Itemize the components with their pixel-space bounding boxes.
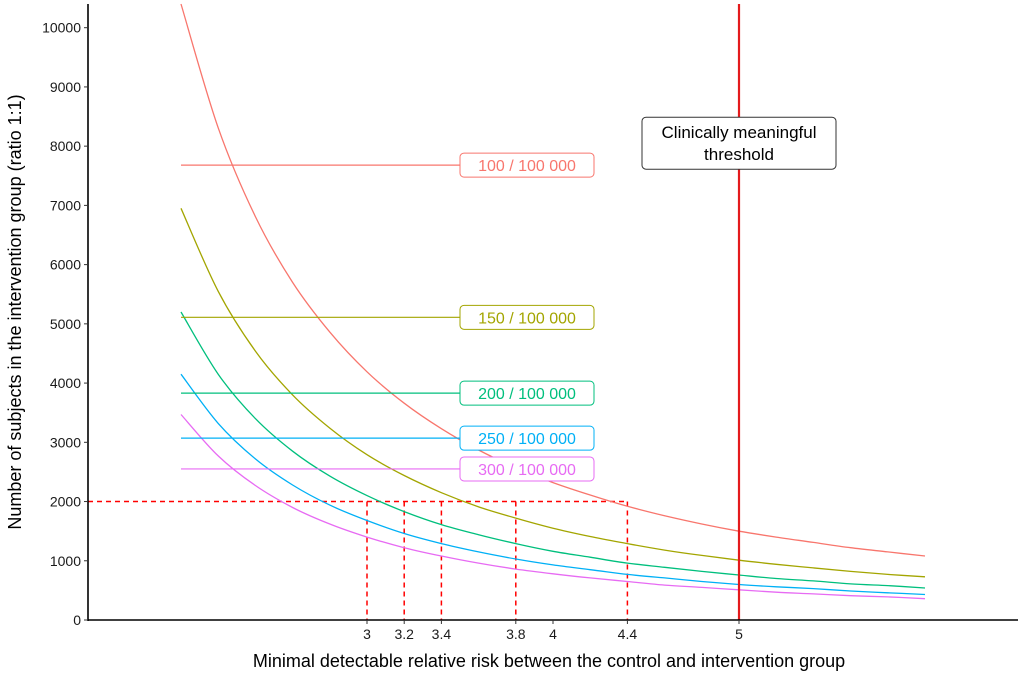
- series-label-box: [459, 152, 595, 178]
- x-tick-label: 5: [735, 626, 743, 642]
- x-tick-label: 4.4: [618, 626, 638, 642]
- x-tick-label: 3: [363, 626, 371, 642]
- series-label: 100 / 100 000: [478, 158, 576, 175]
- series-curve: [180, 311, 926, 589]
- reference-lines: [88, 500, 629, 620]
- y-axis-title: Number of subjects in the intervention g…: [5, 94, 25, 529]
- x-tick-label: 3.2: [394, 626, 414, 642]
- axes: 0 1000 2000 3000 4000 5000 6000 7000 8000 9000 100…: [42, 4, 1018, 642]
- y-tick-label: 6000: [50, 257, 81, 273]
- series-curves: [180, 3, 926, 600]
- y-tick-label: 9000: [50, 79, 81, 95]
- series-label: 250 / 100 000: [478, 431, 576, 448]
- y-tick-label: 8000: [50, 138, 81, 154]
- x-tick-label: 4: [549, 626, 557, 642]
- series-label: 200 / 100 000: [478, 386, 576, 403]
- threshold-label-line-1: Clinically meaningful: [662, 123, 817, 142]
- series-label: 300 / 100 000: [478, 462, 576, 479]
- y-tick-label: 7000: [50, 197, 81, 213]
- series-curve: [180, 414, 926, 600]
- y-tick-label: 0: [73, 612, 81, 628]
- series-label-box: [459, 456, 595, 482]
- threshold-label-box: [641, 116, 837, 170]
- y-tick-label: 3000: [50, 434, 81, 450]
- y-tick-label: 4000: [50, 375, 81, 391]
- series-label-box: [459, 425, 595, 451]
- y-tick-label: 2000: [50, 494, 81, 510]
- series-label: 150 / 100 000: [478, 310, 576, 327]
- x-tick-label: 3.8: [506, 626, 526, 642]
- x-axis-title: Minimal detectable relative risk between…: [253, 651, 845, 671]
- threshold-label-line-2: threshold: [704, 145, 774, 164]
- series-label-box: [459, 304, 595, 330]
- y-tick-label: 5000: [50, 316, 81, 332]
- series-labels: 100 / 100 000 150 / 100 000 200 / 100 000 2…: [181, 152, 595, 482]
- y-tick-label: 10000: [42, 20, 81, 36]
- y-tick-label: 1000: [50, 553, 81, 569]
- clinical-threshold: Clinically meaningful threshold: [641, 4, 837, 620]
- series-curve: [180, 208, 926, 578]
- series-curve: [180, 373, 926, 596]
- x-tick-label: 3.4: [432, 626, 452, 642]
- series-label-box: [459, 380, 595, 406]
